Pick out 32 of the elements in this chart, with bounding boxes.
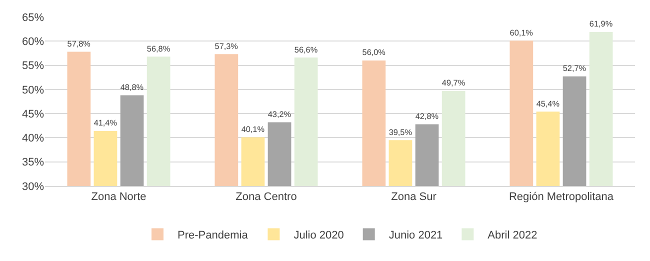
x-tick-label: Zona Centro <box>236 191 297 204</box>
data-label: 56,8% <box>146 44 170 54</box>
data-label: 52,7% <box>562 64 586 74</box>
data-label: 45,4% <box>536 99 560 108</box>
data-label: 56,6% <box>294 45 318 54</box>
y-tick-label: 65% <box>22 12 44 24</box>
x-tick-label: Región Metropolitana <box>508 191 614 204</box>
legend-label: Julio 2020 <box>294 230 344 242</box>
data-label: 48,8% <box>120 82 144 92</box>
y-tick-label: 60% <box>22 36 44 48</box>
data-label: 56,0% <box>362 48 386 58</box>
data-label: 41,4% <box>94 118 117 128</box>
y-tick-label: 45% <box>22 108 44 120</box>
data-label: 49,7% <box>442 78 466 88</box>
data-label: 60,1% <box>510 28 533 38</box>
legend-label: Junio 2021 <box>388 230 443 242</box>
data-label: 39,5% <box>388 128 412 137</box>
data-label: 57,3% <box>214 42 238 51</box>
x-tick-label: Zona Norte <box>91 191 146 204</box>
data-label: 42,8% <box>415 112 439 121</box>
x-tick-label: Zona Sur <box>391 191 437 204</box>
legend-label: Pre-Pandemia <box>178 230 249 242</box>
data-label: 57,8% <box>67 40 90 49</box>
y-tick-label: 40% <box>22 132 44 145</box>
y-tick-label: 50% <box>22 84 44 96</box>
y-tick-label: 55% <box>22 60 44 72</box>
y-tick-label: 35% <box>22 156 44 169</box>
data-label: 61,9% <box>589 20 613 29</box>
y-tick-label: 30% <box>22 180 44 193</box>
data-label: 43,2% <box>268 110 292 120</box>
legend-label: Abril 2022 <box>488 230 538 242</box>
data-label: 40,1% <box>241 125 264 134</box>
